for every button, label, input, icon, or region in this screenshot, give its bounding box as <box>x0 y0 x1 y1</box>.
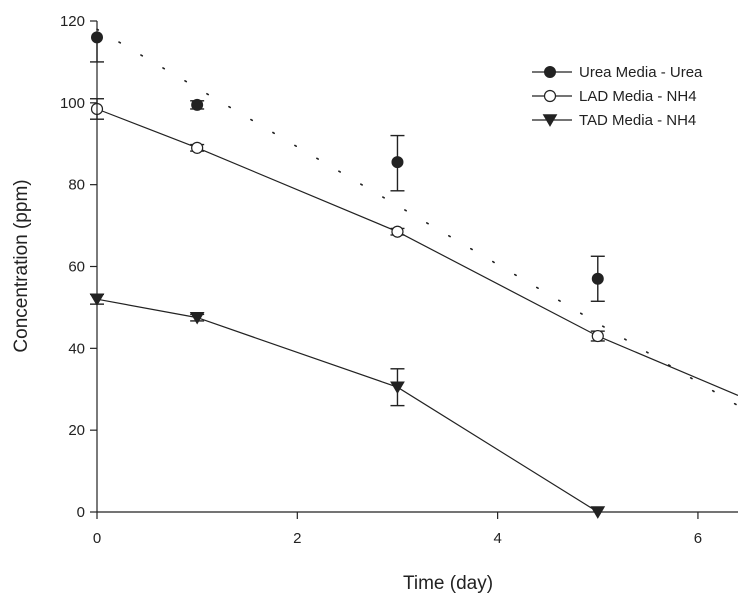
series-3-legend-label: TAD Media - NH4 <box>579 112 696 129</box>
y-tick-label: 40 <box>68 340 85 357</box>
x-axis-title: Time (day) <box>403 573 493 594</box>
y-tick-label: 120 <box>60 13 85 30</box>
x-tick-label: 4 <box>493 530 501 547</box>
axes: 0 20 40 60 80 100 120 0 2 4 6 <box>60 13 738 547</box>
x-tick-label: 0 <box>93 530 101 547</box>
series-2-legend-marker <box>543 89 557 103</box>
data-points <box>89 31 606 519</box>
series-2-point <box>191 141 204 154</box>
y-axis-title: Concentration (ppm) <box>11 179 32 352</box>
y-tick-label: 20 <box>68 422 85 439</box>
x-tick-label: 2 <box>293 530 301 547</box>
series-3-point <box>189 311 205 325</box>
y-tick-label: 100 <box>60 95 85 112</box>
series-2-point <box>591 329 604 343</box>
series-2-point <box>391 225 404 238</box>
series-1-legend-label: Urea Media - Urea <box>579 64 703 81</box>
error-bars <box>90 37 605 407</box>
legend: Urea Media - Urea LAD Media - NH4 TAD Medi… <box>532 64 703 129</box>
series-2-legend-label: LAD Media - NH4 <box>579 88 697 105</box>
series-1-point <box>191 98 204 111</box>
series-3-point <box>390 381 405 395</box>
series-1-legend-marker <box>544 66 556 78</box>
y-tick-label: 80 <box>68 177 85 194</box>
series-3-legend-marker <box>542 114 558 127</box>
y-tick-label: 0 <box>77 504 85 521</box>
x-tick-label: 6 <box>694 530 702 547</box>
series-1-point <box>591 272 604 285</box>
y-tick-label: 60 <box>68 259 85 276</box>
series-3-line <box>96 298 599 513</box>
series-1-point <box>391 156 404 169</box>
series-1-line <box>96 28 738 407</box>
